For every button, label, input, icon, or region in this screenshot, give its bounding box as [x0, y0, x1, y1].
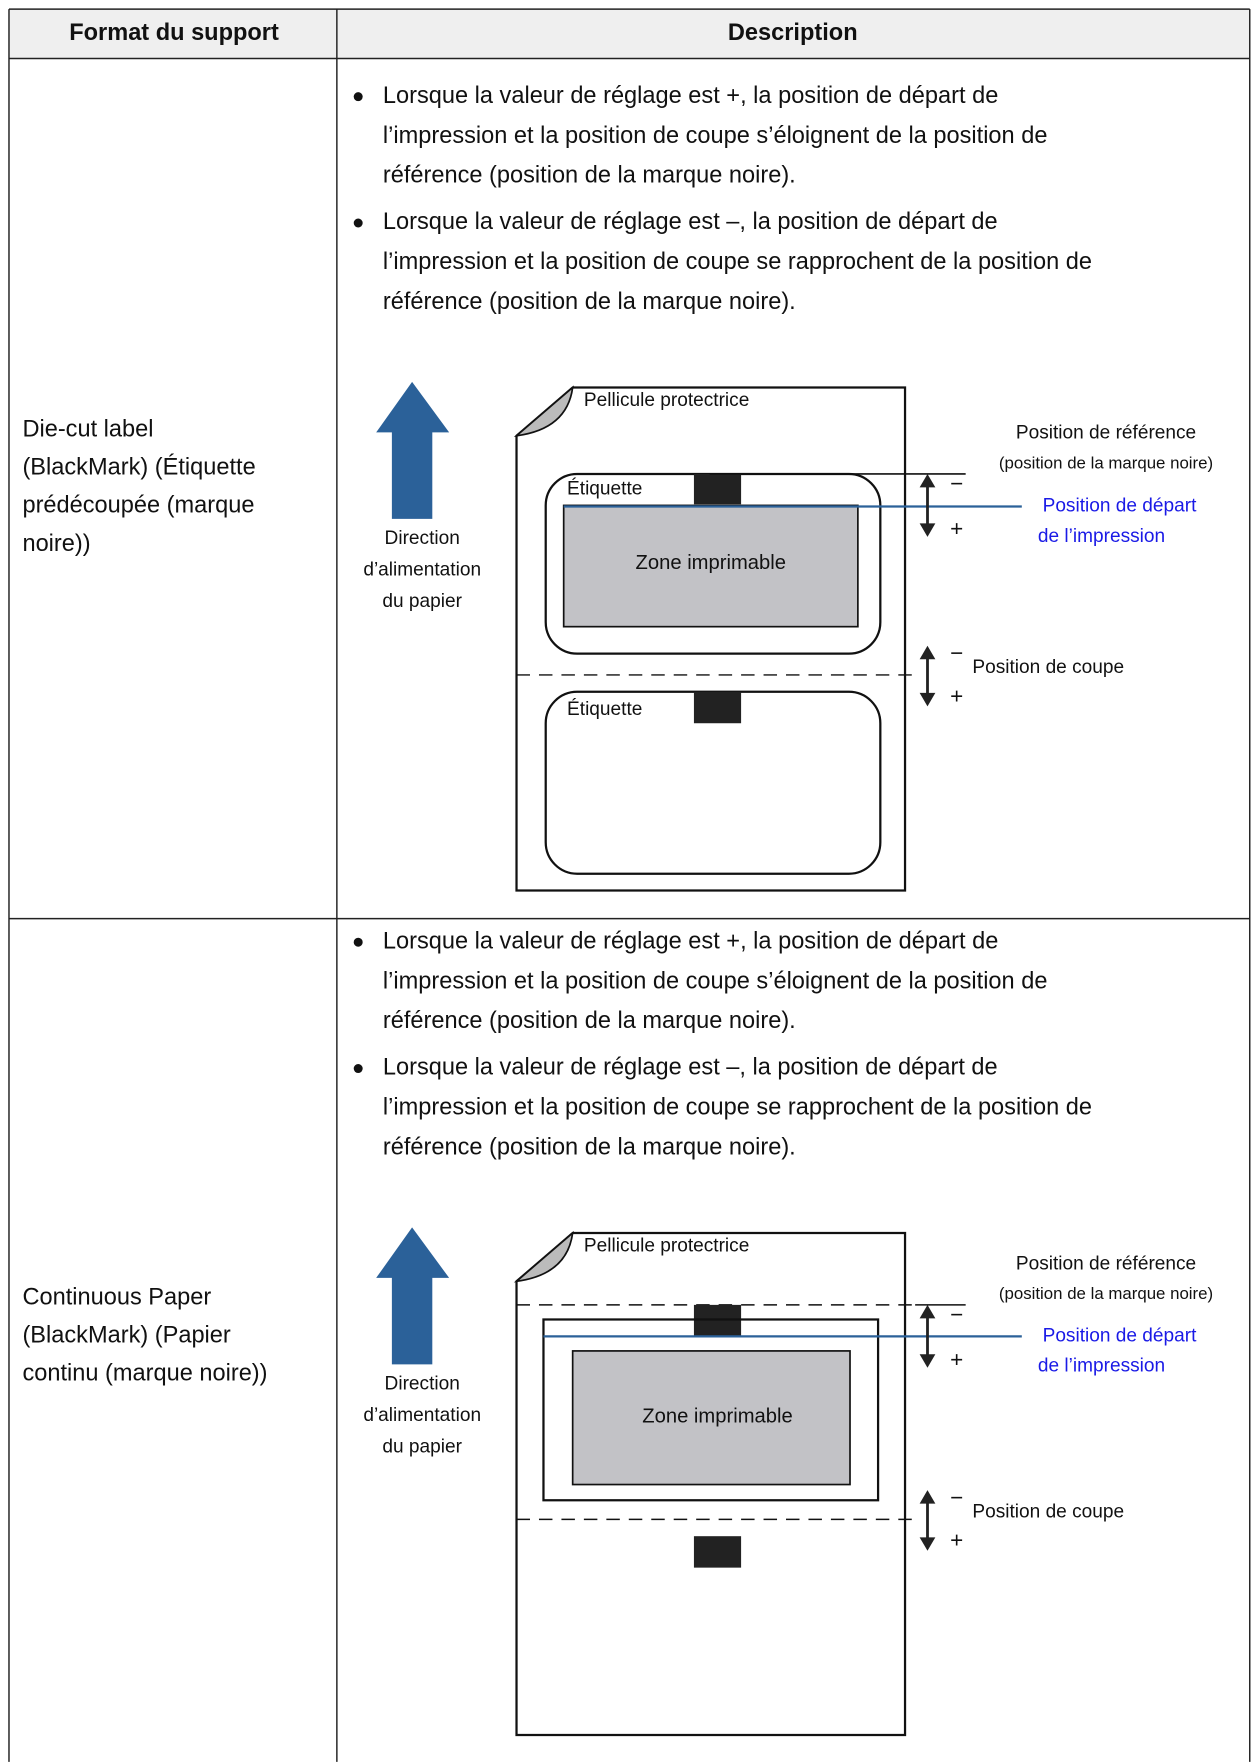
start-label: Position de départ [1043, 1325, 1197, 1346]
feed-label: du papier [382, 1437, 462, 1458]
liner-label: Pellicule protectrice [584, 390, 749, 411]
feed-arrow [376, 1227, 450, 1365]
minus-sign: − [950, 1485, 963, 1510]
paper [515, 386, 907, 892]
plus-sign: + [950, 1347, 963, 1372]
feed-label: Direction [385, 528, 460, 549]
minus-sign: − [950, 471, 963, 496]
start-label: Position de départ [1043, 496, 1197, 517]
arrow-head [919, 473, 936, 488]
label-name: Étiquette [567, 479, 642, 500]
plus-sign: + [950, 1528, 963, 1553]
minus-sign: − [950, 1302, 963, 1327]
arrow-head [919, 1537, 936, 1551]
arrow-head [919, 1490, 936, 1504]
feed-label: Direction [385, 1374, 460, 1395]
bullet-text: l’impression et la position de coupe s’é… [383, 967, 1048, 993]
format-text: prédécoupée (marque [22, 492, 254, 518]
feed-label: du papier [382, 591, 462, 612]
reference-label: Position de référence [1016, 1254, 1196, 1275]
feed-label: d’alimentation [363, 1405, 481, 1426]
bullet-text: Lorsque la valeur de réglage est +, la p… [383, 927, 998, 953]
feed-arrow [376, 381, 450, 519]
bullet-text: l’impression et la position de coupe se … [383, 1094, 1092, 1120]
black-mark [693, 691, 742, 724]
bullet [353, 1064, 363, 1074]
zone-label: Zone imprimable [636, 552, 786, 574]
format-text: noire)) [22, 530, 90, 556]
print-area [542, 1318, 880, 1502]
bullet-text: référence (position de la marque noire). [383, 1133, 796, 1159]
bullet-text: Lorsque la valeur de réglage est –, la p… [383, 208, 998, 234]
format-text: Die-cut label [22, 415, 153, 441]
format-text: Continuous Paper [22, 1283, 211, 1309]
arrow-head [919, 523, 936, 537]
black-mark [693, 1536, 742, 1568]
liner-fold [513, 385, 574, 437]
header-cell: Description [728, 19, 858, 45]
bullet-text: Lorsque la valeur de réglage est –, la p… [383, 1054, 998, 1080]
start-label: de l’impression [1038, 1356, 1165, 1377]
bullet-text: Lorsque la valeur de réglage est +, la p… [383, 82, 998, 108]
printable-zone [571, 1350, 851, 1486]
bullet [353, 218, 363, 228]
feed-label: d’alimentation [363, 560, 481, 581]
bullet-text: l’impression et la position de coupe s’é… [383, 122, 1048, 148]
format-text: (BlackMark) (Papier [22, 1322, 230, 1348]
bullet-text: référence (position de la marque noire). [383, 288, 796, 314]
bullet-text: référence (position de la marque noire). [383, 1007, 796, 1033]
header-cell: Format du support [69, 19, 279, 45]
bullet-text: l’impression et la position de coupe se … [383, 248, 1092, 274]
liner-label: Pellicule protectrice [584, 1236, 749, 1257]
format-text: (BlackMark) (Étiquette [22, 454, 255, 480]
arrow-head [919, 1304, 936, 1319]
label-name: Étiquette [567, 699, 642, 720]
bullet-text: référence (position de la marque noire). [383, 162, 796, 188]
cut-label: Position de coupe [972, 1502, 1124, 1523]
reference-label: (position de la marque noire) [999, 453, 1213, 472]
cut-label: Position de coupe [972, 657, 1124, 678]
bullet [353, 937, 363, 947]
plus-sign: + [950, 683, 963, 708]
arrow-head [919, 645, 936, 660]
header-bg [8, 9, 1250, 59]
zone-label: Zone imprimable [642, 1406, 792, 1428]
arrow-head [919, 692, 936, 707]
reference-label: Position de référence [1016, 423, 1196, 444]
arrow-head [919, 1354, 936, 1368]
reference-label: (position de la marque noire) [999, 1284, 1213, 1303]
black-mark [693, 473, 742, 505]
liner-fold [513, 1230, 574, 1283]
start-label: de l’impression [1038, 526, 1165, 547]
bullet [353, 92, 363, 102]
minus-sign: − [950, 641, 963, 666]
format-text: continu (marque noire)) [22, 1360, 267, 1386]
table-grid [8, 8, 1251, 1762]
plus-sign: + [950, 516, 963, 541]
